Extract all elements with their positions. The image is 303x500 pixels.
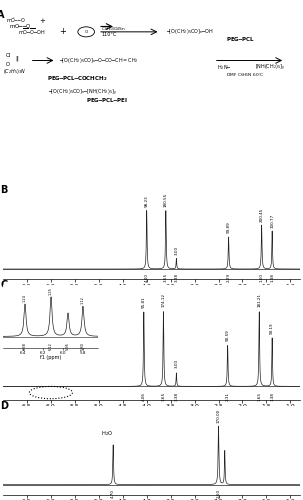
Text: $\rm m\tilde{O}\!\!-\!\!\!\!-\!\!O$: $\rm m\tilde{O}\!\!-\!\!\!\!-\!\!O$: [6, 16, 26, 25]
Text: +: +: [59, 28, 66, 36]
Text: 2.29: 2.29: [227, 273, 231, 282]
Text: 110°C: 110°C: [101, 32, 116, 37]
Text: 90.59: 90.59: [226, 330, 230, 341]
Text: 98.23: 98.23: [145, 196, 149, 207]
Text: 2.50: 2.50: [217, 489, 221, 498]
Text: ─$\rm [O(CH_2)_5CO]_n$─O─CO─CH$\rm =CH_2$: ─$\rm [O(CH_2)_5CO]_n$─O─CO─CH$\rm =CH_2…: [59, 56, 139, 65]
X-axis label: f1 (ppm): f1 (ppm): [135, 410, 168, 419]
Text: $\rm m\overline{O}$─$\rm \overline{O}$─OH: $\rm m\overline{O}$─$\rm \overline{O}$─O…: [18, 27, 45, 36]
Text: 99.89: 99.89: [227, 222, 231, 234]
Text: ─$\rm [O(CH_2)_5CO]_n$─$\rm [NH(CH_2)_5]_y$: ─$\rm [O(CH_2)_5CO]_n$─$\rm [NH(CH_2)_5]…: [48, 88, 117, 98]
Text: $\rm \|$: $\rm \|$: [15, 54, 19, 63]
Text: 174.12: 174.12: [161, 294, 165, 308]
Text: $(C_2H_5)_3N$: $(C_2H_5)_3N$: [3, 66, 26, 76]
Text: 2.31: 2.31: [226, 392, 230, 400]
Text: 181.21: 181.21: [257, 294, 261, 308]
Text: D: D: [0, 401, 8, 411]
Text: O: O: [6, 62, 10, 66]
Text: $+$: $+$: [39, 16, 46, 25]
Text: DMF $\rm C_6H_5N$ 60°C: DMF $\rm C_6H_5N$ 60°C: [226, 71, 265, 78]
Text: 180.55: 180.55: [164, 193, 168, 207]
Text: C: C: [0, 280, 7, 289]
Text: O: O: [85, 30, 88, 34]
Text: 4.06: 4.06: [142, 392, 146, 400]
Text: $\rm mO \!\!-\!\! \!\!-\!\! O$: $\rm mO \!\!-\!\! \!\!-\!\! O$: [9, 22, 31, 30]
Text: 3.65: 3.65: [161, 392, 165, 401]
Text: 3.00: 3.00: [175, 360, 178, 368]
Text: A: A: [0, 10, 5, 20]
Text: 4.70: 4.70: [111, 489, 115, 498]
Text: $\bf PEG\!\!-\!\!PCL\!\!-\!\!COCHCH_2$: $\bf PEG\!\!-\!\!PCL\!\!-\!\!COCHCH_2$: [47, 74, 108, 83]
Text: B: B: [0, 186, 8, 196]
Text: 3.65: 3.65: [164, 273, 168, 282]
Text: 1.65: 1.65: [257, 392, 261, 400]
Text: 1.38: 1.38: [270, 273, 274, 282]
Text: 3.00: 3.00: [175, 246, 178, 255]
X-axis label: f1 (ppm): f1 (ppm): [135, 290, 168, 299]
Text: ─$\rm [O(CH_2)_5CO]_n$─OH: ─$\rm [O(CH_2)_5CO]_n$─OH: [166, 28, 214, 36]
Text: $\bf PEG\!\!-\!\!PCL\!\!-\!\!PEI$: $\bf PEG\!\!-\!\!PCL\!\!-\!\!PEI$: [86, 96, 128, 104]
Text: 3.38: 3.38: [175, 273, 178, 282]
Text: $\bf PEG\!\!-\!\!PCL$: $\bf PEG\!\!-\!\!PCL$: [226, 35, 255, 43]
Text: H$_2$O: H$_2$O: [101, 429, 113, 438]
Text: $\rm H_2N$─: $\rm H_2N$─: [217, 63, 231, 72]
Text: 100.77: 100.77: [270, 214, 274, 228]
Text: 93.19: 93.19: [270, 322, 274, 334]
Text: 200.45: 200.45: [260, 208, 264, 222]
Text: 4.00: 4.00: [145, 273, 149, 282]
Text: $\rm C_6H_{10}O_4Sn$: $\rm C_6H_{10}O_4Sn$: [101, 26, 126, 33]
Text: 170.00: 170.00: [217, 408, 221, 422]
Text: 1.38: 1.38: [270, 392, 274, 400]
Text: $\rm [NH(CH_2)_5]_y$: $\rm [NH(CH_2)_5]_y$: [255, 62, 286, 72]
Text: 95.81: 95.81: [142, 296, 146, 308]
Text: Cl: Cl: [6, 52, 11, 58]
Text: 1.60: 1.60: [260, 273, 264, 282]
Text: 3.38: 3.38: [175, 392, 178, 401]
